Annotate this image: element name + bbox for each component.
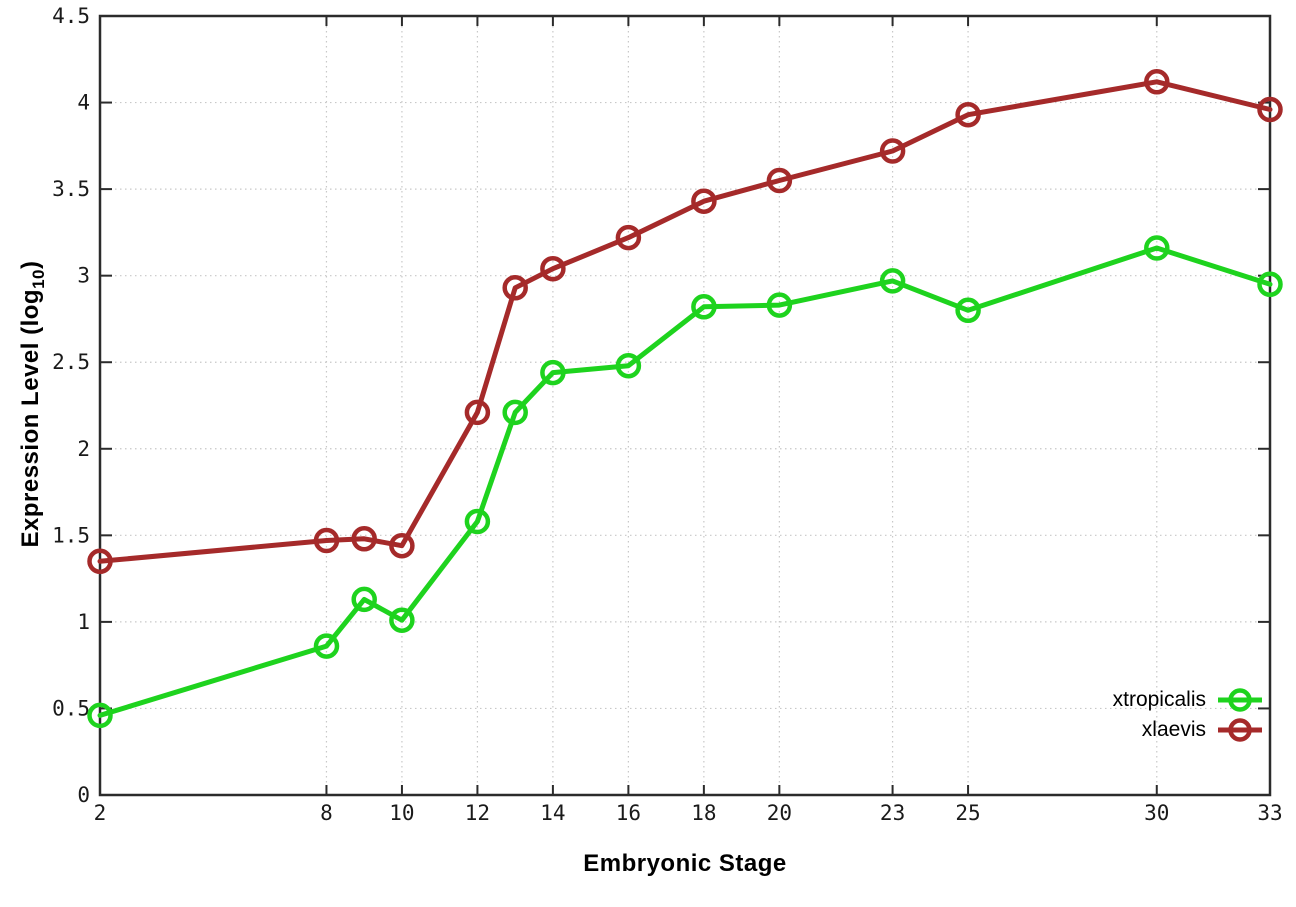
data-point-xtropicalis [691,294,717,320]
data-point-xtropicalis [313,633,340,659]
y-tick-label: 0 [77,783,90,807]
x-axis-title: Embryonic Stage [583,850,787,877]
data-point-xtropicalis [87,702,113,729]
data-point-xlaevis [351,526,377,552]
data-point-xtropicalis [502,399,528,426]
legend-sample-line-icon [1218,688,1262,712]
y-tick-label: 3 [77,264,90,288]
x-tick-label: 23 [880,801,905,825]
y-tick-label: 3.5 [52,177,90,201]
data-point-xtropicalis [540,359,566,386]
legend-item-xtropicalis: xtropicalis [1113,686,1264,714]
x-tick-label: 25 [955,801,980,825]
data-point-xtropicalis [351,586,377,613]
y-tick-label: 0.5 [52,696,90,720]
data-point-xlaevis [766,167,793,194]
data-point-xtropicalis [1144,235,1170,261]
data-point-xlaevis [87,548,113,575]
series-line-xtropicalis [97,245,1273,718]
data-point-xlaevis [691,188,717,214]
y-tick-label: 1 [77,610,90,634]
data-point-xlaevis [464,399,491,426]
x-tick-label: 18 [691,801,716,825]
legend: xtropicalis xlaevis [1113,686,1264,744]
data-point-xtropicalis [1257,271,1283,298]
x-tick-label: 12 [465,801,490,825]
data-point-xlaevis [879,138,906,164]
data-point-xtropicalis [879,268,906,294]
y-axis-title-close: ) [17,260,45,270]
x-tick-label: 16 [616,801,641,825]
y-tick-label: 2.5 [52,350,90,374]
legend-label: xtropicalis [1112,688,1206,711]
x-tick-label: 30 [1144,801,1169,825]
legend-sample-line-icon [1218,718,1262,742]
data-point-xtropicalis [615,352,642,379]
data-point-xlaevis [313,527,340,554]
data-point-xtropicalis [464,508,491,535]
x-tick-label: 10 [389,801,414,825]
series-line-xlaevis [97,79,1273,564]
data-point-xtropicalis [389,607,415,633]
data-point-xtropicalis [955,297,981,324]
data-point-xtropicalis [766,292,793,318]
y-tick-label: 4.5 [52,4,90,28]
x-tick-label: 2 [94,801,107,825]
data-point-xlaevis [540,255,566,282]
x-tick-label: 8 [320,801,333,825]
x-tick-label: 33 [1257,801,1282,825]
y-tick-label: 2 [77,437,90,461]
data-point-xlaevis [1144,69,1170,95]
legend-label: xlaevis [1141,718,1206,741]
y-tick-label: 4 [77,91,90,115]
data-point-xlaevis [955,101,981,128]
legend-item-xlaevis: xlaevis [1113,716,1264,744]
y-tick-label: 1.5 [52,523,90,547]
y-axis-title-subscript: 10 [28,269,48,289]
x-tick-label: 14 [540,801,565,825]
data-point-xlaevis [615,224,642,251]
plot-border [98,14,1272,797]
y-axis-title-text: Expression Level (log [17,288,45,548]
data-point-xlaevis [502,275,528,301]
y-axis-title: Expression Level (log10) [17,261,49,548]
data-point-xlaevis [389,532,415,559]
x-tick-label: 20 [767,801,792,825]
data-point-xlaevis [1257,96,1283,123]
